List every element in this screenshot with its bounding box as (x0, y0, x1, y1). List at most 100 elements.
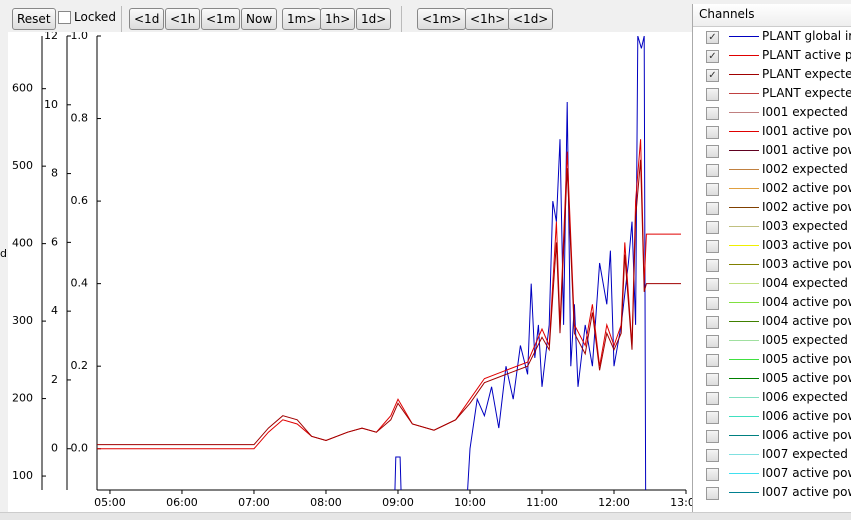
channel-item[interactable]: I004 active power (693, 312, 851, 331)
channel-checkbox[interactable] (706, 259, 719, 272)
series-line (97, 159, 681, 446)
channel-item[interactable]: I005 active power (693, 369, 851, 388)
channel-checkbox[interactable]: ✓ (706, 31, 719, 44)
toolbar-button[interactable]: <1d (129, 8, 165, 30)
toolbar-button[interactable]: 1h> (320, 8, 356, 30)
channel-item[interactable]: I005 active power (693, 350, 851, 369)
toolbar-button[interactable]: Reset (12, 8, 56, 30)
channel-checkbox[interactable] (706, 202, 719, 215)
channel-label: I002 active power (762, 200, 851, 214)
channels-header: Channels (693, 4, 851, 27)
toolbar-button[interactable]: 1d> (356, 8, 392, 30)
channel-item[interactable]: I004 expected pov (693, 274, 851, 293)
channel-checkbox[interactable] (706, 107, 719, 120)
channel-item[interactable]: I001 active power (693, 141, 851, 160)
y-tick-label: 0.6 (71, 194, 89, 207)
y-tick-label: 500 (12, 159, 33, 172)
channel-checkbox[interactable] (706, 164, 719, 177)
channel-swatch (729, 416, 759, 417)
channel-item[interactable]: ✓ PLANT global irra (693, 27, 851, 46)
x-tick-label: 13:00 (670, 496, 692, 509)
channel-checkbox[interactable] (706, 126, 719, 139)
channel-checkbox[interactable] (706, 468, 719, 481)
channel-swatch (729, 93, 759, 94)
channel-swatch (729, 378, 759, 379)
toolbar-button[interactable]: Now (241, 8, 278, 30)
channel-swatch (729, 492, 759, 493)
channel-item[interactable]: I005 expected pov (693, 331, 851, 350)
x-tick-label: 09:00 (382, 496, 414, 509)
toolbar-button[interactable]: <1h> (465, 8, 511, 30)
channel-label: I004 active power (762, 295, 851, 309)
channel-item[interactable]: I001 active power (693, 122, 851, 141)
x-tick-label: 12:00 (598, 496, 630, 509)
channel-item[interactable]: I006 expected pov (693, 388, 851, 407)
channel-checkbox[interactable] (706, 240, 719, 253)
channel-label: I004 active power (762, 314, 851, 328)
channel-label: I001 active power (762, 143, 851, 157)
channel-item[interactable]: I003 expected pov (693, 217, 851, 236)
channel-checkbox[interactable]: ✓ (706, 50, 719, 63)
channel-item[interactable]: I006 active power (693, 407, 851, 426)
channel-item[interactable]: I007 active power (693, 464, 851, 483)
y-tick-label: 6 (51, 235, 58, 248)
toolbar-button[interactable]: <1m (201, 8, 241, 30)
channel-checkbox[interactable] (706, 297, 719, 310)
channel-item[interactable]: PLANT expected (693, 84, 851, 103)
channel-label: I005 active power (762, 371, 851, 385)
channel-checkbox[interactable] (706, 487, 719, 500)
channel-checkbox[interactable] (706, 392, 719, 405)
channel-item[interactable]: I002 active power (693, 198, 851, 217)
toolbar-button[interactable]: <1d> (508, 8, 554, 30)
channel-checkbox[interactable] (706, 278, 719, 291)
channel-item[interactable]: I007 active power (693, 483, 851, 502)
channel-item[interactable]: I007 expected pov (693, 445, 851, 464)
channel-item[interactable]: I002 expected pov (693, 160, 851, 179)
channel-checkbox[interactable] (706, 145, 719, 158)
channel-swatch (729, 169, 759, 170)
channel-swatch (729, 340, 759, 341)
x-tick-label: 05:00 (94, 496, 126, 509)
channel-checkbox[interactable] (706, 335, 719, 348)
channel-item[interactable]: ✓ PLANT expected (693, 65, 851, 84)
channel-checkbox[interactable] (706, 430, 719, 443)
channel-item[interactable]: ✓ PLANT active pov (693, 46, 851, 65)
locked-toggle[interactable]: Locked (58, 10, 116, 24)
separator (121, 6, 122, 32)
channel-item[interactable]: I002 active power (693, 179, 851, 198)
channel-swatch (729, 112, 759, 113)
channel-swatch (729, 359, 759, 360)
channel-swatch (729, 131, 759, 132)
channel-label: I003 active power (762, 257, 851, 271)
y-tick-label: 0 (51, 442, 58, 455)
channel-label: I007 active power (762, 466, 851, 480)
checkbox[interactable] (58, 10, 71, 24)
channel-item[interactable]: I001 expected pov (693, 103, 851, 122)
channel-label: I006 expected pov (762, 390, 851, 404)
channel-checkbox[interactable] (706, 316, 719, 329)
toolbar-button[interactable]: <1h (165, 8, 201, 30)
channel-checkbox[interactable]: ✓ (706, 69, 719, 82)
toolbar-button[interactable]: 1m> (282, 8, 322, 30)
channel-item[interactable]: I003 active power (693, 236, 851, 255)
channel-item[interactable]: I003 active power (693, 255, 851, 274)
channel-item[interactable]: I004 active power (693, 293, 851, 312)
channel-label: I005 expected pov (762, 333, 851, 347)
channel-checkbox[interactable] (706, 221, 719, 234)
channel-checkbox[interactable] (706, 354, 719, 367)
channel-checkbox[interactable] (706, 449, 719, 462)
channel-swatch (729, 435, 759, 436)
channel-checkbox[interactable] (706, 373, 719, 386)
channel-checkbox[interactable] (706, 183, 719, 196)
channel-swatch (729, 74, 759, 75)
channel-label: PLANT global irra (762, 29, 851, 43)
y-tick-label: 8 (51, 167, 58, 180)
channel-checkbox[interactable] (706, 411, 719, 424)
channel-item[interactable]: I006 active power (693, 426, 851, 445)
channel-swatch (729, 264, 759, 265)
toolbar-button[interactable]: <1m> (417, 8, 467, 30)
channel-swatch (729, 245, 759, 246)
channel-checkbox[interactable] (706, 88, 719, 101)
y-tick-label: 12 (44, 32, 58, 42)
